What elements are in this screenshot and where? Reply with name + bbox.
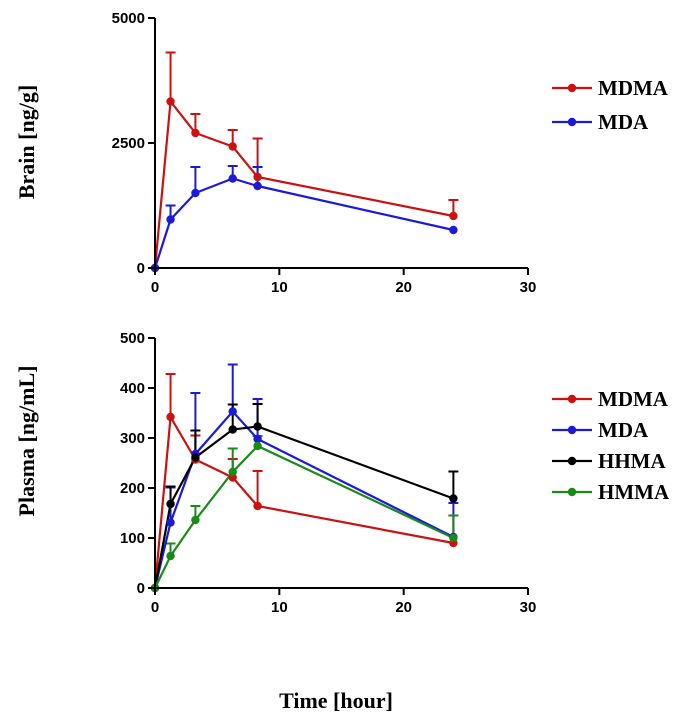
brain-legend: MDMA MDA <box>552 76 669 134</box>
plasma-y-tick-label: 400 <box>120 380 145 397</box>
plasma-y-tick-label: 0 <box>137 580 145 597</box>
plasma-hhma-point <box>191 453 200 462</box>
plasma-hhma-point <box>166 499 175 509</box>
plasma-legend-mdma-swatch-marker <box>567 394 577 404</box>
plasma-mda-point <box>228 407 237 416</box>
plasma-hhma-point <box>449 494 458 503</box>
plasma-legend-hmma-label: HMMA <box>598 480 670 504</box>
plasma-y-tick-label: 500 <box>120 330 145 347</box>
brain-legend-mda-label: MDA <box>598 110 649 134</box>
brain-mdma-point <box>166 97 175 106</box>
plasma-concentration-panel: 0 100 200 300 400 500 0 10 20 30 Plasma [ng/mL] M… <box>14 330 670 616</box>
brain-y-tick-label: 2500 <box>112 135 145 152</box>
brain-mda-line <box>153 177 454 269</box>
brain-mda-point <box>253 181 262 191</box>
plasma-legend-hhma-swatch-marker <box>567 456 577 466</box>
plasma-y-tick-label: 300 <box>120 430 145 447</box>
plasma-mda-line <box>153 409 454 589</box>
brain-mda-point <box>449 225 458 235</box>
brain-mda-point <box>228 174 237 183</box>
plasma-series-lines <box>153 409 454 589</box>
plasma-y-tick-label: 100 <box>120 530 145 547</box>
brain-y-tick-label: 0 <box>137 260 145 277</box>
brain-concentration-panel: 0 2500 5000 0 10 20 30 Brain [ng/g] MDMA MDA <box>14 10 669 296</box>
plasma-error-bars <box>165 363 459 556</box>
plasma-hhma-point <box>228 425 237 434</box>
plasma-mdma-point <box>253 501 262 511</box>
plasma-mdma-point <box>166 412 175 422</box>
brain-x-tick-label: 20 <box>395 279 412 296</box>
brain-x-tick-label: 10 <box>271 279 288 296</box>
brain-data-points <box>150 97 458 273</box>
plasma-axes <box>148 337 529 595</box>
brain-x-tick-label: 30 <box>520 279 537 296</box>
plasma-tick-labels: 0 100 200 300 400 500 0 10 20 30 <box>120 330 536 616</box>
plasma-mda-point <box>253 434 262 444</box>
plasma-hmma-point <box>228 467 237 477</box>
plasma-hmma-line <box>154 444 454 589</box>
brain-x-tick-label: 0 <box>151 279 159 296</box>
brain-mdma-line <box>153 98 454 269</box>
brain-mda-point <box>166 215 175 224</box>
plasma-data-points <box>150 407 458 593</box>
plasma-legend-mda-swatch-marker <box>567 425 577 435</box>
brain-y-tick-label: 5000 <box>112 10 145 27</box>
plasma-hmma-point <box>449 533 458 543</box>
plasma-x-tick-label: 30 <box>520 599 537 616</box>
plasma-hmma-point <box>191 515 200 525</box>
brain-error-bars <box>165 51 459 220</box>
plasma-x-tick-label: 10 <box>271 599 288 616</box>
x-axis-title: Time [hour] <box>279 688 393 713</box>
brain-tick-labels: 0 2500 5000 0 10 20 30 <box>112 10 537 296</box>
plasma-hmma-point <box>166 551 175 561</box>
brain-mda-point <box>191 188 200 198</box>
plasma-legend-hmma-swatch-marker <box>567 487 577 497</box>
plasma-hmma-point <box>253 441 262 451</box>
brain-axes <box>148 17 529 275</box>
plasma-legend-mdma-label: MDMA <box>598 387 669 411</box>
plasma-mda-point <box>166 518 175 527</box>
plasma-mdma-line <box>153 413 454 589</box>
plasma-hhma-point <box>253 422 262 431</box>
plasma-legend-mda-label: MDA <box>598 418 649 442</box>
brain-mdma-point <box>449 211 458 221</box>
plasma-y-tick-label: 200 <box>120 480 145 497</box>
brain-mdma-point <box>253 172 262 182</box>
brain-legend-mdma-label: MDMA <box>598 76 669 100</box>
plasma-legend-hhma-label: HHMA <box>598 449 666 473</box>
brain-y-axis-title: Brain [ng/g] <box>14 85 39 199</box>
brain-legend-mdma-swatch-marker <box>567 83 577 93</box>
plasma-x-tick-label: 0 <box>151 599 159 616</box>
plasma-legend: MDMA MDA HHMA HMMA <box>552 387 670 504</box>
brain-legend-mda-swatch-marker <box>567 117 577 127</box>
plasma-y-axis-title: Plasma [ng/mL] <box>14 366 39 517</box>
brain-mdma-point <box>191 128 200 138</box>
plasma-x-tick-label: 20 <box>395 599 412 616</box>
brain-mdma-point <box>228 142 237 151</box>
plasma-hhma-line <box>153 425 454 589</box>
brain-series-lines <box>153 98 454 269</box>
